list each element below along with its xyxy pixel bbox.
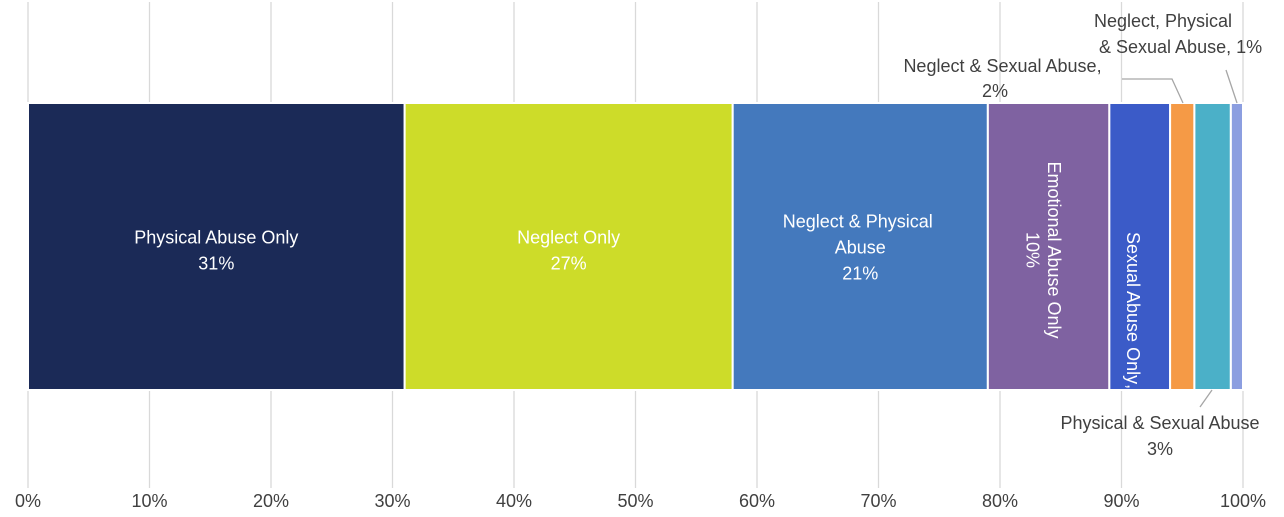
- data-label-value: 27%: [551, 253, 587, 273]
- x-tick-label: 80%: [982, 491, 1018, 511]
- data-label-name: Sexual Abuse Only: [1123, 232, 1143, 384]
- labels: Physical Abuse Only 31% Neglect Only 27% Neg…: [134, 11, 1262, 459]
- data-label-name: Neglect Only: [517, 227, 620, 247]
- x-tick-label: 0%: [15, 491, 41, 511]
- data-label-value: 2%: [982, 81, 1008, 101]
- data-label-value: 31%: [198, 253, 234, 273]
- bar-segment: [1169, 102, 1196, 391]
- data-label-name: Emotional Abuse Only: [1044, 161, 1064, 338]
- data-label-value: 3%: [1147, 439, 1173, 459]
- data-label-name: Neglect, Physical & Sexual Abuse: [1094, 11, 1237, 57]
- bar-segment: [27, 102, 406, 391]
- bar-segment: [1108, 102, 1172, 391]
- data-label-name: Neglect & Physical Abuse: [783, 211, 938, 257]
- bar-segment: [986, 102, 1111, 391]
- data-label-value: 1%: [1236, 37, 1262, 57]
- leader-line: [1225, 69, 1238, 104]
- bar-segment: [1229, 102, 1244, 391]
- data-label-value: 5%: [1123, 394, 1143, 420]
- leader-line: [1122, 78, 1184, 104]
- x-tick-label: 100%: [1220, 491, 1266, 511]
- leader-line: [1199, 389, 1213, 408]
- bar-segment: [1193, 102, 1232, 391]
- x-tick-label: 50%: [617, 491, 653, 511]
- data-label-value: 10%: [1022, 232, 1042, 268]
- x-tick-label: 90%: [1103, 491, 1139, 511]
- bar-segment: [403, 102, 734, 391]
- data-label-name: Neglect & Sexual Abuse: [903, 56, 1096, 76]
- label-separator: ,: [1123, 384, 1143, 389]
- data-label-name: Physical Abuse Only: [134, 227, 298, 247]
- x-tick-label: 70%: [860, 491, 896, 511]
- bar-segment: [731, 102, 989, 391]
- x-tick-label: 30%: [374, 491, 410, 511]
- x-tick-label: 10%: [131, 491, 167, 511]
- label-separator: ,: [1226, 37, 1231, 57]
- rotated-label: Sexual Abuse Only, 5%: [1123, 232, 1143, 420]
- x-tick-label: 60%: [739, 491, 775, 511]
- x-tick-label: 20%: [253, 491, 289, 511]
- x-tick-label: 40%: [496, 491, 532, 511]
- data-label-value: 21%: [842, 263, 878, 283]
- label-separator: ,: [1097, 56, 1102, 76]
- data-label-name: Physical & Sexual Abuse: [1060, 413, 1259, 433]
- bars: [27, 102, 1244, 391]
